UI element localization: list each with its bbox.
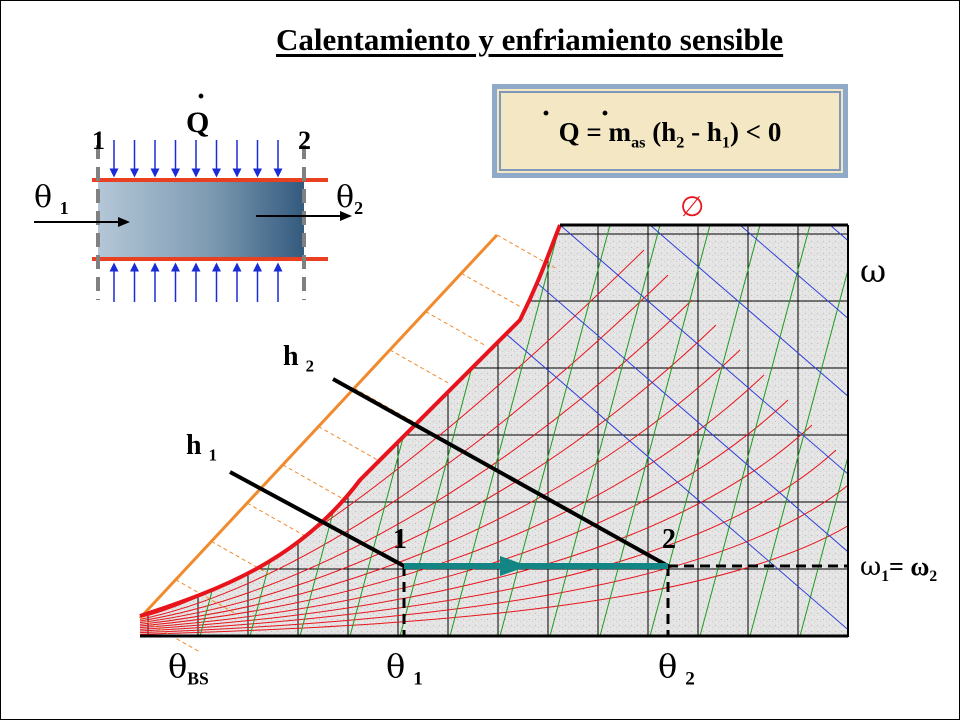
relative-humidity-line bbox=[140, 349, 741, 625]
enthalpy-scale-tick bbox=[282, 464, 344, 500]
theta-in-label: θ 1 bbox=[34, 180, 69, 218]
slide-title: Calentamiento y enfriamiento sensible bbox=[276, 22, 784, 57]
heating-process-arrow bbox=[404, 556, 668, 576]
q-dot-icon: · bbox=[541, 97, 552, 130]
relative-humidity-line bbox=[140, 449, 837, 632]
enthalpy-scale-tick bbox=[425, 311, 486, 347]
heat-exchanger-duct bbox=[92, 145, 328, 300]
specific-volume-line bbox=[739, 225, 848, 636]
relative-humidity-line bbox=[140, 499, 848, 635]
theta-out-label: θ2 bbox=[336, 180, 364, 218]
specific-volume-line bbox=[649, 225, 848, 636]
state-point-2: 2 bbox=[662, 524, 676, 555]
enthalpy-scale-tick bbox=[175, 579, 236, 615]
relative-humidity-line bbox=[140, 399, 789, 629]
air-flow-arrows bbox=[34, 211, 352, 227]
enthalpy-scale-tick bbox=[389, 349, 451, 385]
energy-balance-formula: Q = mas (h2 - h1) < 0 bbox=[558, 117, 782, 152]
enthalpy-scale-tick bbox=[246, 502, 308, 538]
relative-humidity-line bbox=[140, 274, 669, 620]
m-dot-icon: · bbox=[600, 97, 611, 130]
chart-background bbox=[140, 225, 848, 636]
enthalpy-scale-tick bbox=[139, 617, 201, 653]
h1-label: h 1 bbox=[186, 430, 217, 465]
theta-bs-label: θBS bbox=[168, 647, 209, 689]
humidity-ratio-axis-label: ω bbox=[860, 252, 887, 290]
enthalpy-scale-tick bbox=[318, 426, 379, 461]
enthalpy-line-h2 bbox=[332, 377, 669, 568]
enthalpy-scale-tick bbox=[461, 272, 522, 308]
relative-humidity-line bbox=[140, 424, 813, 630]
formula-box: Q = mas (h2 - h1) < 0 · · bbox=[492, 84, 848, 178]
section-1-label: 1 bbox=[92, 126, 105, 155]
theta-2-axis-label: θ 2 bbox=[658, 647, 695, 690]
relative-humidity-line bbox=[140, 474, 848, 634]
relative-humidity-symbol: ∅ bbox=[680, 190, 705, 223]
omega-equality-label: ω1= ω2 bbox=[860, 552, 938, 586]
heat-rate-label: Q bbox=[186, 106, 210, 139]
heat-flow-arrows bbox=[109, 140, 283, 302]
section-2-label: 2 bbox=[298, 126, 311, 155]
h2-label: h 2 bbox=[283, 341, 314, 376]
specific-volume-line bbox=[469, 225, 848, 636]
enthalpy-line-h1 bbox=[229, 470, 405, 568]
state-point-1: 1 bbox=[393, 524, 407, 555]
specific-volume-line bbox=[559, 225, 848, 636]
relative-humidity-line bbox=[140, 374, 765, 627]
heat-rate-dot-icon: · bbox=[196, 80, 207, 113]
enthalpy-scale-tick bbox=[211, 540, 272, 576]
relative-humidity-line bbox=[140, 299, 693, 622]
theta-1-axis-label: θ 1 bbox=[386, 647, 423, 690]
